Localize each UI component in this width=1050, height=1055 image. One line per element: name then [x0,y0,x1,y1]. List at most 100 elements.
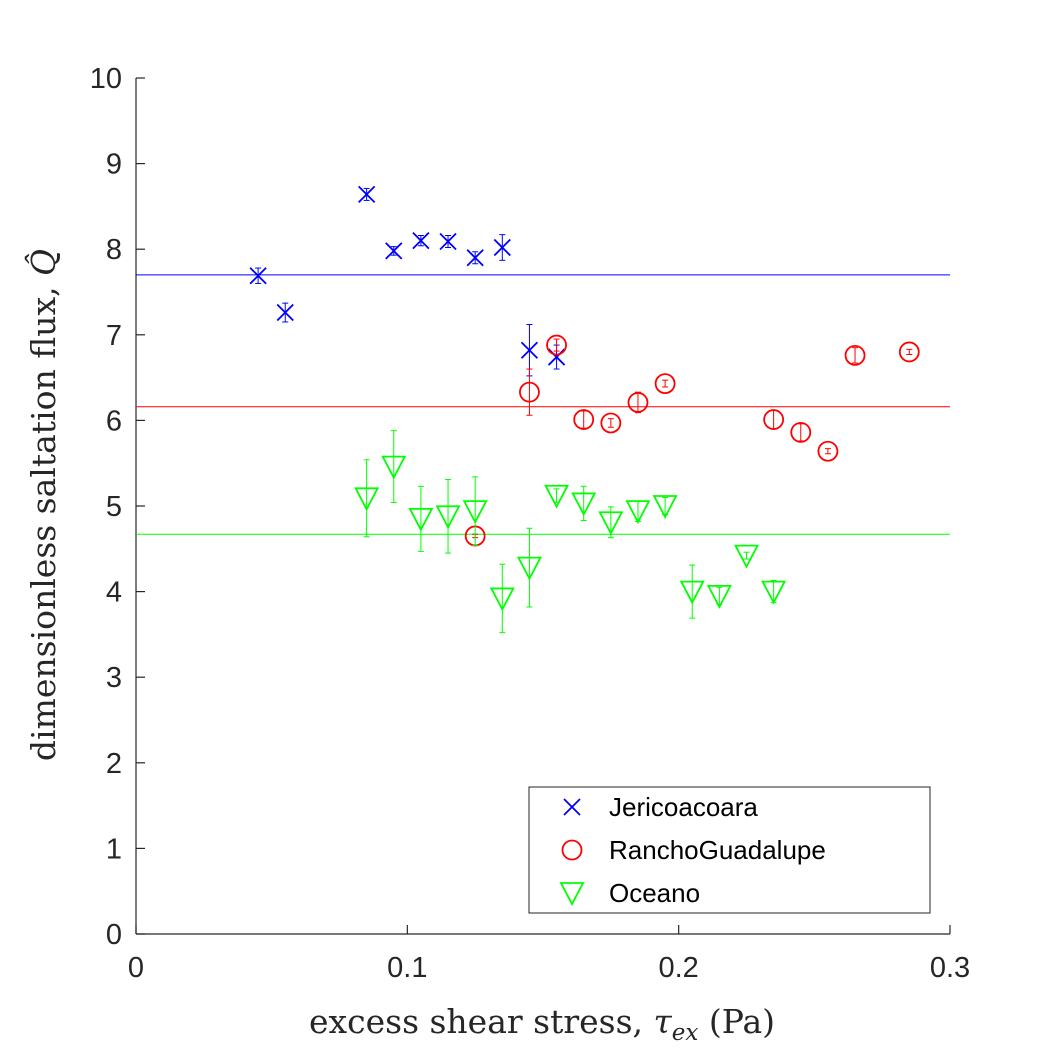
data-point-oceano [679,564,705,619]
legend-box [528,786,931,914]
data-point-oceano [354,459,380,538]
series-oceano [354,430,787,634]
data-point-ranchoguadalupe [763,409,785,430]
marker-oceano [571,492,597,517]
y-tick-label: 9 [106,149,122,181]
data-point-oceano [598,506,624,539]
data-point-oceano [652,495,678,519]
data-point-jericoacoara [357,185,376,204]
data-point-oceano [706,584,732,609]
legend: Jericoacoara RanchoGuadalupe Oceano [528,786,931,914]
x-axis-label-prefix: excess shear stress, [309,1002,654,1041]
data-point-oceano [381,430,407,504]
data-point-oceano [761,579,787,605]
marker-jericoacoara [412,232,430,250]
cross-marker-stroke [412,232,430,250]
mean-lines [136,274,950,535]
marker-oceano [679,580,705,605]
marker-oceano [598,511,624,536]
marker-ranchoguadalupe [600,412,622,434]
x-tick-label: 0.3 [930,952,970,984]
marker-oceano [381,455,407,480]
legend-marker-oceano [559,882,585,906]
marker-oceano [435,505,461,530]
y-axis-label-symbol: Q̂ [23,249,63,276]
marker-ranchoguadalupe [573,409,595,430]
cross-marker-stroke [563,798,581,816]
cross-marker-stroke [520,341,539,359]
marker-jericoacoara [357,185,376,204]
data-point-jericoacoara [276,302,294,323]
marker-ranchoguadalupe [546,334,567,356]
data-point-jericoacoara [412,232,430,250]
x-tick-label: 0 [128,952,144,984]
marker-oceano [489,587,515,612]
marker-oceano [625,500,651,525]
cross-marker-stroke [547,348,566,366]
marker-ranchoguadalupe [763,409,785,430]
cross-marker-stroke [249,267,267,285]
y-tick-label: 10 [90,63,122,95]
cross-marker-stroke [357,185,376,204]
marker-jericoacoara [547,348,566,366]
series-ranchoguadalupe [464,334,920,547]
marker-ranchoguadalupe [654,373,676,394]
data-point-jericoacoara [385,242,403,260]
y-tick-label: 7 [106,320,122,352]
marker-oceano [354,487,380,512]
cross-marker-stroke [439,232,457,251]
data-point-oceano [408,485,434,552]
y-tick-label: 3 [106,662,122,694]
y-tick-label: 5 [106,491,122,523]
marker-oceano [706,584,732,609]
y-tick-label: 6 [106,405,122,437]
y-tick-label: 1 [106,833,122,865]
marker-oceano [462,500,488,525]
data-point-oceano [489,563,515,634]
data-point-ranchoguadalupe [654,373,676,394]
cross-marker-stroke [276,303,294,322]
legend-marker-ranchoguadalupe [561,839,583,861]
data-point-ranchoguadalupe [844,344,866,366]
data-point-oceano [571,485,597,522]
data-point-ranchoguadalupe [817,440,839,462]
data-point-oceano [462,476,488,546]
data-series [249,185,920,634]
x-axis-label-symbol: τ [654,1002,673,1041]
x-axis-label-suffix: (Pa) [698,1002,775,1041]
y-tick-label: 4 [106,577,122,609]
data-point-oceano [435,478,461,554]
x-tick-label: 0.2 [659,952,699,984]
x-tick-label: 0.1 [387,952,427,984]
marker-oceano [516,556,542,581]
marker-jericoacoara [385,242,403,260]
marker-oceano [652,495,678,519]
y-tick-label: 8 [106,234,122,266]
marker-oceano [408,507,434,532]
marker-oceano [734,544,759,569]
cross-marker-stroke [466,249,484,267]
legend-label-jericoacoara: Jericoacoara [609,792,758,822]
series-jericoacoara [249,185,566,377]
data-point-ranchoguadalupe [898,341,920,363]
data-point-ranchoguadalupe [600,412,622,434]
marker-oceano [544,484,570,509]
data-point-ranchoguadalupe [519,368,540,416]
marker-ranchoguadalupe [898,341,920,363]
cross-marker-stroke [385,242,403,260]
marker-oceano [761,580,787,605]
x-axis-label-subscript: ex [672,1020,699,1046]
y-tick-label: 2 [106,748,122,780]
data-point-oceano [734,544,759,569]
data-point-jericoacoara [520,324,539,377]
marker-ranchoguadalupe [844,344,866,366]
cross-marker-stroke [493,238,511,257]
x-axis-label: excess shear stress, τex (Pa) [309,1002,775,1046]
data-point-oceano [516,527,542,608]
legend-label-ranchoguadalupe: RanchoGuadalupe [609,835,826,865]
data-point-oceano [625,500,651,525]
data-point-ranchoguadalupe [573,409,595,430]
marker-ranchoguadalupe [817,440,839,462]
marker-ranchoguadalupe [790,421,812,443]
